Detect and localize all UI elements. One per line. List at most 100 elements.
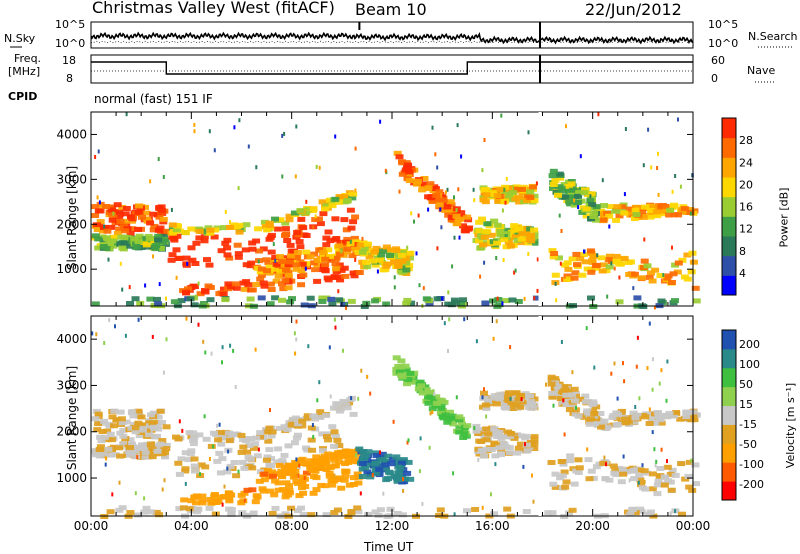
power-speckle: [410, 211, 413, 216]
power-cell: [337, 267, 346, 273]
velocity-colorbar-tick: -200: [739, 478, 764, 491]
velocity-cell: [657, 420, 666, 426]
velocity-cell: [289, 474, 298, 480]
velocity-cell: [418, 390, 427, 396]
power-cell: [651, 267, 660, 273]
power-cell: [640, 258, 649, 264]
velocity-speckle: [234, 385, 237, 389]
power-cell: [174, 223, 182, 229]
velocity-speckle: [162, 370, 165, 375]
power-cell: [487, 232, 496, 238]
velocity-cell: [137, 454, 145, 460]
velocity-cell: [135, 433, 144, 439]
power-cell: [502, 231, 511, 237]
velocity-cell: [630, 476, 639, 482]
power-cell: [430, 184, 439, 190]
power-cell: [481, 187, 490, 193]
velocity-cell: [238, 459, 247, 465]
velocity-speckle: [432, 389, 435, 394]
power-speckle: [505, 176, 508, 181]
y-tick-label: 1000: [56, 262, 87, 276]
velocity-cell: [386, 506, 395, 512]
velocity-cell: [377, 457, 386, 463]
power-cell: [235, 229, 244, 235]
power-speckle: [577, 205, 580, 210]
power-cell: [508, 297, 517, 303]
velocity-speckle: [481, 505, 484, 510]
power-cell: [121, 211, 130, 217]
velocity-cell: [112, 417, 121, 423]
velocity-cell: [158, 420, 166, 425]
power-cell: [211, 227, 220, 233]
velocity-speckle: [610, 371, 613, 376]
power-cell: [254, 226, 263, 232]
velocity-speckle: [137, 317, 140, 322]
velocity-speckle: [545, 382, 547, 387]
velocity-cell: [292, 479, 301, 485]
velocity-cell: [512, 402, 521, 408]
velocity-colorbar-segment: [722, 424, 736, 444]
power-cell: [295, 239, 304, 245]
power-cell: [457, 300, 465, 306]
velocity-cell: [319, 448, 327, 454]
power-cell: [369, 258, 377, 264]
power-cell: [402, 300, 411, 306]
velocity-colorbar-segment: [722, 367, 736, 388]
power-cell: [272, 261, 281, 267]
velocity-cell: [636, 506, 645, 512]
power-cell: [692, 298, 701, 304]
power-cell: [422, 296, 431, 302]
velocity-cell: [316, 414, 325, 420]
power-cell: [260, 283, 269, 289]
power-cell: [335, 274, 344, 280]
velocity-cell: [574, 413, 583, 419]
velocity-cell: [482, 405, 491, 411]
velocity-speckle: [382, 491, 385, 496]
power-cell: [560, 182, 569, 187]
velocity-cell: [641, 414, 650, 420]
power-cell: [362, 259, 371, 265]
power-cell: [680, 206, 689, 212]
power-speckle: [354, 257, 357, 262]
power-cell: [615, 299, 624, 305]
power-speckle: [294, 174, 297, 179]
power-cell: [131, 296, 140, 302]
velocity-cell: [433, 398, 442, 403]
velocity-cell: [306, 458, 315, 464]
power-cell: [103, 228, 112, 234]
velocity-cell: [260, 471, 269, 477]
power-cell: [340, 217, 349, 223]
velocity-cell: [556, 396, 565, 402]
power-cell: [92, 222, 101, 228]
velocity-cell: [256, 430, 265, 436]
velocity-cell: [212, 500, 221, 505]
velocity-speckle: [366, 374, 369, 379]
velocity-cell: [496, 391, 505, 397]
power-cell: [257, 272, 266, 278]
power-speckle: [441, 296, 444, 301]
power-speckle: [434, 152, 437, 157]
velocity-cell: [297, 505, 305, 511]
velocity-cell: [181, 450, 190, 456]
power-cell: [452, 213, 461, 219]
velocity-cell: [274, 446, 283, 452]
velocity-cell: [562, 392, 571, 398]
power-cell: [292, 234, 301, 240]
velocity-cell: [548, 390, 557, 396]
power-cell: [502, 298, 511, 304]
power-cell: [335, 199, 343, 205]
power-cell: [113, 202, 122, 208]
power-speckle: [657, 192, 660, 197]
velocity-cell: [266, 488, 275, 494]
power-cell: [343, 198, 352, 203]
power-cell: [265, 264, 274, 270]
velocity-cell: [318, 431, 327, 437]
velocity-cell: [141, 454, 150, 460]
velocity-cell: [678, 511, 686, 517]
velocity-speckle: [453, 512, 456, 517]
velocity-cell: [654, 413, 663, 419]
velocity-speckle: [360, 368, 363, 373]
velocity-cell: [575, 465, 584, 471]
velocity-cell: [653, 410, 662, 416]
velocity-cell: [589, 408, 597, 414]
